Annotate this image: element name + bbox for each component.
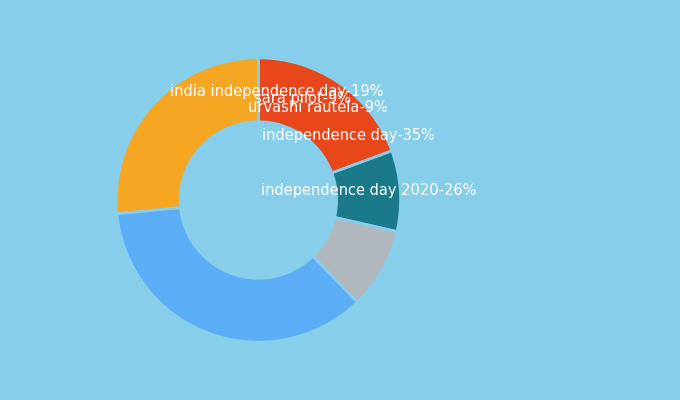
Wedge shape <box>117 208 358 342</box>
Text: sara pilot-9%: sara pilot-9% <box>254 92 351 106</box>
Wedge shape <box>313 218 397 302</box>
Text: india independence day-19%: india independence day-19% <box>170 84 384 99</box>
Text: independence day 2020-26%: independence day 2020-26% <box>260 183 476 198</box>
Text: independence day-35%: independence day-35% <box>262 128 435 144</box>
Wedge shape <box>258 58 392 173</box>
Text: urvashi rautela-9%: urvashi rautela-9% <box>248 100 388 114</box>
Wedge shape <box>332 151 401 232</box>
Wedge shape <box>116 58 258 214</box>
